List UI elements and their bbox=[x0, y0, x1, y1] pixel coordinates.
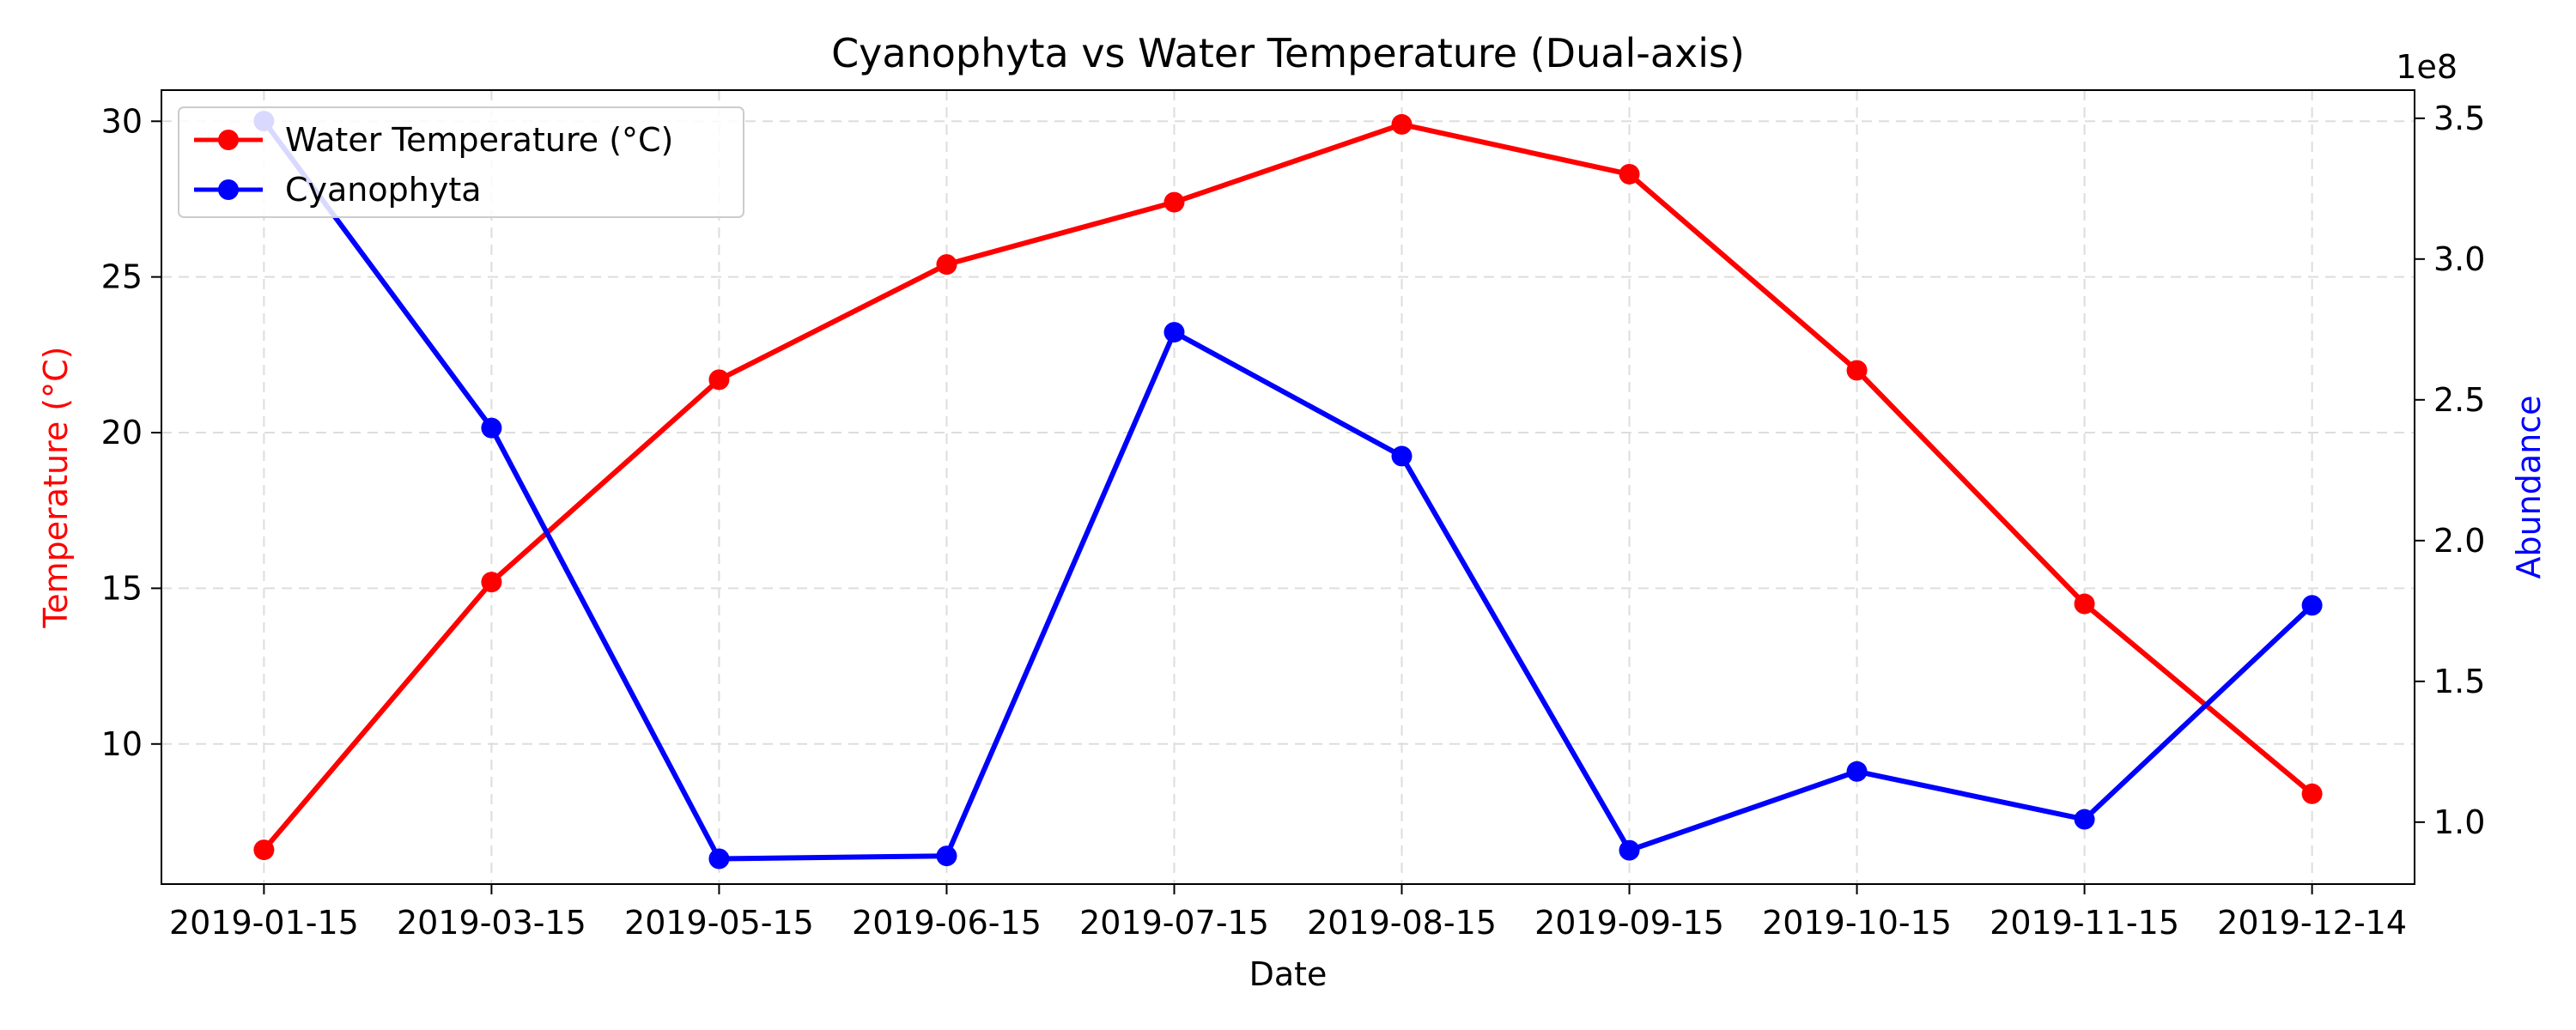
data-point-temperature bbox=[708, 369, 730, 391]
data-point-cyanophyta bbox=[936, 845, 957, 867]
y-right-tick-label: 2.5 bbox=[2433, 381, 2485, 419]
data-point-temperature bbox=[253, 839, 275, 861]
plot-frame bbox=[161, 89, 2415, 885]
legend-box bbox=[178, 106, 744, 218]
y-right-tick-label: 2.0 bbox=[2433, 522, 2485, 560]
y-right-tick-label: 3.0 bbox=[2433, 240, 2485, 278]
y-left-tick-label: 10 bbox=[101, 725, 143, 763]
legend-swatch-marker-cyanophyta bbox=[218, 179, 239, 200]
legend-swatch-marker-temperature bbox=[218, 130, 239, 150]
data-point-cyanophyta bbox=[1619, 839, 1640, 861]
chart-title: Cyanophyta vs Water Temperature (Dual-ax… bbox=[831, 30, 1745, 76]
data-point-cyanophyta bbox=[1163, 322, 1185, 343]
y-right-tick-label: 3.5 bbox=[2433, 100, 2485, 137]
x-tick-label: 2019-06-15 bbox=[852, 904, 1042, 942]
data-point-temperature bbox=[936, 254, 957, 276]
legend: Water Temperature (°C) Cyanophyta bbox=[178, 106, 744, 218]
series-line-temperature bbox=[262, 121, 2314, 852]
x-tick-label: 2019-07-15 bbox=[1079, 904, 1269, 942]
data-point-cyanophyta bbox=[708, 848, 730, 869]
data-point-temperature bbox=[1619, 163, 1640, 185]
x-tick-label: 2019-10-15 bbox=[1762, 904, 1952, 942]
data-point-cyanophyta bbox=[481, 417, 502, 439]
y-right-tick-label: 1.0 bbox=[2433, 803, 2485, 841]
grid bbox=[161, 90, 2415, 884]
series-line-cyanophyta bbox=[261, 119, 2314, 862]
data-point-temperature bbox=[481, 572, 502, 593]
data-point-cyanophyta bbox=[2301, 595, 2323, 616]
data-point-cyanophyta bbox=[1846, 760, 1868, 782]
data-point-cyanophyta bbox=[2074, 809, 2095, 830]
y-right-tick-label: 1.5 bbox=[2433, 663, 2485, 700]
x-tick-label: 2019-08-15 bbox=[1307, 904, 1497, 942]
x-tick-label: 2019-03-15 bbox=[397, 904, 586, 942]
right-axis-multiplier: 1e8 bbox=[2396, 48, 2458, 86]
axes: 2019-01-15 2019-03-15 2019-05-15 2019-06-15… bbox=[101, 100, 2486, 942]
y-left-tick-label: 25 bbox=[101, 258, 143, 296]
data-point-temperature bbox=[1163, 191, 1185, 213]
x-tick-label: 2019-09-15 bbox=[1534, 904, 1724, 942]
data-point-temperature bbox=[1391, 113, 1413, 135]
series-layer bbox=[253, 111, 2323, 869]
x-tick-label: 2019-11-15 bbox=[1990, 904, 2179, 942]
x-tick-label: 2019-01-15 bbox=[169, 904, 359, 942]
y-axis-right-label: Abundance bbox=[2510, 395, 2548, 579]
legend-entry-cyanophyta: Cyanophyta bbox=[285, 171, 482, 209]
y-left-tick-label: 20 bbox=[101, 414, 143, 451]
x-axis-label: Date bbox=[1249, 955, 1327, 993]
data-point-temperature bbox=[2301, 783, 2323, 804]
y-left-tick-label: 15 bbox=[101, 569, 143, 607]
x-tick-label: 2019-05-15 bbox=[624, 904, 814, 942]
legend-entry-temperature: Water Temperature (°C) bbox=[285, 121, 673, 159]
y-axis-left-label: Temperature (°C) bbox=[37, 347, 75, 629]
x-tick-label: 2019-12-14 bbox=[2217, 904, 2407, 942]
data-point-temperature bbox=[1846, 360, 1868, 381]
y-left-tick-label: 30 bbox=[101, 102, 143, 140]
data-point-temperature bbox=[2074, 593, 2095, 615]
data-point-cyanophyta bbox=[1391, 445, 1413, 467]
